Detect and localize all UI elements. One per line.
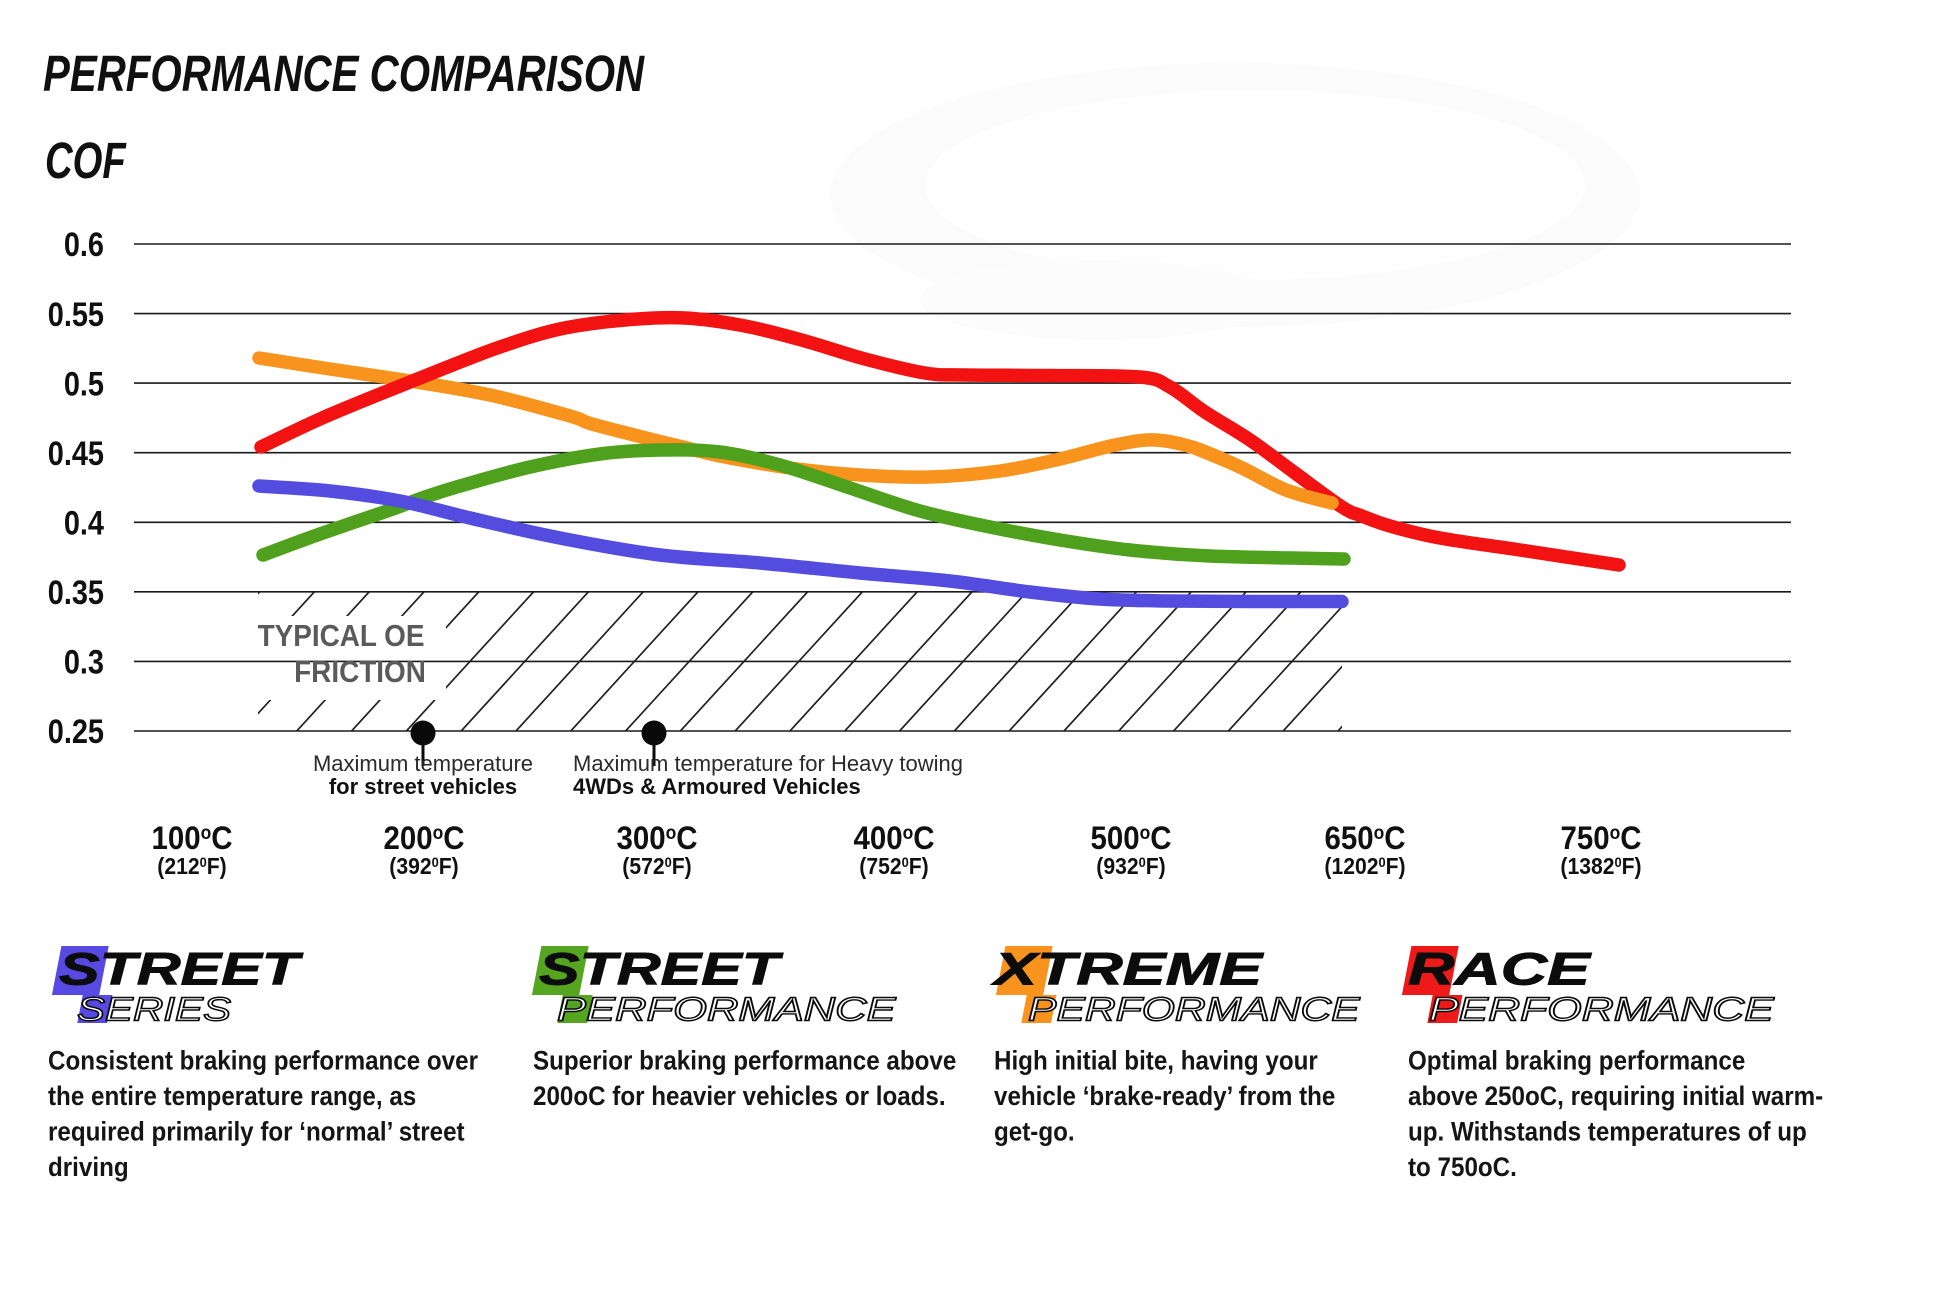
svg-text:(12020F): (12020F) [1324, 853, 1405, 879]
svg-text:(5720F): (5720F) [622, 853, 691, 879]
svg-text:STREET: STREET [539, 945, 784, 995]
svg-text:0.3: 0.3 [64, 642, 104, 681]
svg-text:PERFORMANCE: PERFORMANCE [557, 991, 897, 1028]
svg-text:0.45: 0.45 [48, 434, 104, 473]
svg-text:200oC for heavier vehicles or: 200oC for heavier vehicles or loads. [533, 1082, 946, 1111]
svg-text:PERFORMANCE: PERFORMANCE [1429, 992, 1775, 1028]
svg-text:Maximum temperature: Maximum temperature [313, 751, 533, 776]
svg-text:(9320F): (9320F) [1096, 853, 1165, 879]
svg-text:200oC: 200oC [383, 820, 464, 856]
svg-text:for street vehicles: for street vehicles [329, 774, 517, 799]
svg-text:required primarily for ‘normal: required primarily for ‘normal’ street [48, 1118, 465, 1147]
svg-text:Consistent braking performance: Consistent braking performance over [48, 1047, 478, 1076]
svg-text:650oC: 650oC [1324, 820, 1405, 856]
svg-text:Optimal braking performance: Optimal braking performance [1408, 1047, 1745, 1076]
svg-text:STREET: STREET [59, 945, 304, 995]
svg-text:(3920F): (3920F) [389, 853, 458, 879]
svg-text:FRICTION: FRICTION [294, 655, 426, 690]
svg-text:up. Withstands temperatures of: up. Withstands temperatures of up [1408, 1118, 1807, 1147]
svg-text:PERFORMANCE COMPARISON: PERFORMANCE COMPARISON [43, 44, 645, 102]
svg-text:COF: COF [45, 132, 127, 190]
svg-text:High initial bite, having your: High initial bite, having your [994, 1047, 1318, 1076]
svg-text:0.4: 0.4 [64, 503, 105, 542]
svg-text:TYPICAL OE: TYPICAL OE [258, 619, 425, 654]
svg-text:100oC: 100oC [151, 820, 232, 856]
svg-text:SERIES: SERIES [77, 992, 231, 1029]
svg-text:500oC: 500oC [1090, 820, 1171, 856]
svg-text:400oC: 400oC [853, 820, 934, 856]
svg-text:0.25: 0.25 [48, 712, 104, 751]
svg-text:0.35: 0.35 [48, 573, 104, 612]
svg-text:Maximum temperature for Heavy: Maximum temperature for Heavy towing [573, 751, 963, 776]
svg-text:above 250oC, requiring initial: above 250oC, requiring initial warm- [1408, 1082, 1823, 1111]
svg-text:the entire temperature range,: the entire temperature range, as [48, 1082, 416, 1111]
svg-text:get-go.: get-go. [994, 1118, 1075, 1147]
svg-text:RACE: RACE [1408, 944, 1592, 994]
svg-text:XTREME: XTREME [991, 944, 1265, 994]
svg-text:750oC: 750oC [1560, 820, 1641, 856]
svg-text:vehicle ‘brake-ready’ from the: vehicle ‘brake-ready’ from the [994, 1082, 1335, 1111]
svg-text:Superior braking performance a: Superior braking performance above [533, 1047, 956, 1076]
svg-text:(7520F): (7520F) [859, 853, 928, 879]
svg-text:300oC: 300oC [616, 820, 697, 856]
svg-text:0.5: 0.5 [64, 364, 104, 403]
svg-text:0.6: 0.6 [64, 225, 104, 264]
svg-text:(13820F): (13820F) [1560, 853, 1641, 879]
svg-text:0.55: 0.55 [48, 295, 104, 334]
svg-text:4WDs & Armoured Vehicles: 4WDs & Armoured Vehicles [573, 774, 861, 799]
svg-text:(2120F): (2120F) [157, 853, 226, 879]
svg-text:driving: driving [48, 1153, 129, 1182]
svg-text:PERFORMANCE: PERFORMANCE [1028, 991, 1360, 1028]
svg-text:to 750oC.: to 750oC. [1408, 1153, 1517, 1182]
